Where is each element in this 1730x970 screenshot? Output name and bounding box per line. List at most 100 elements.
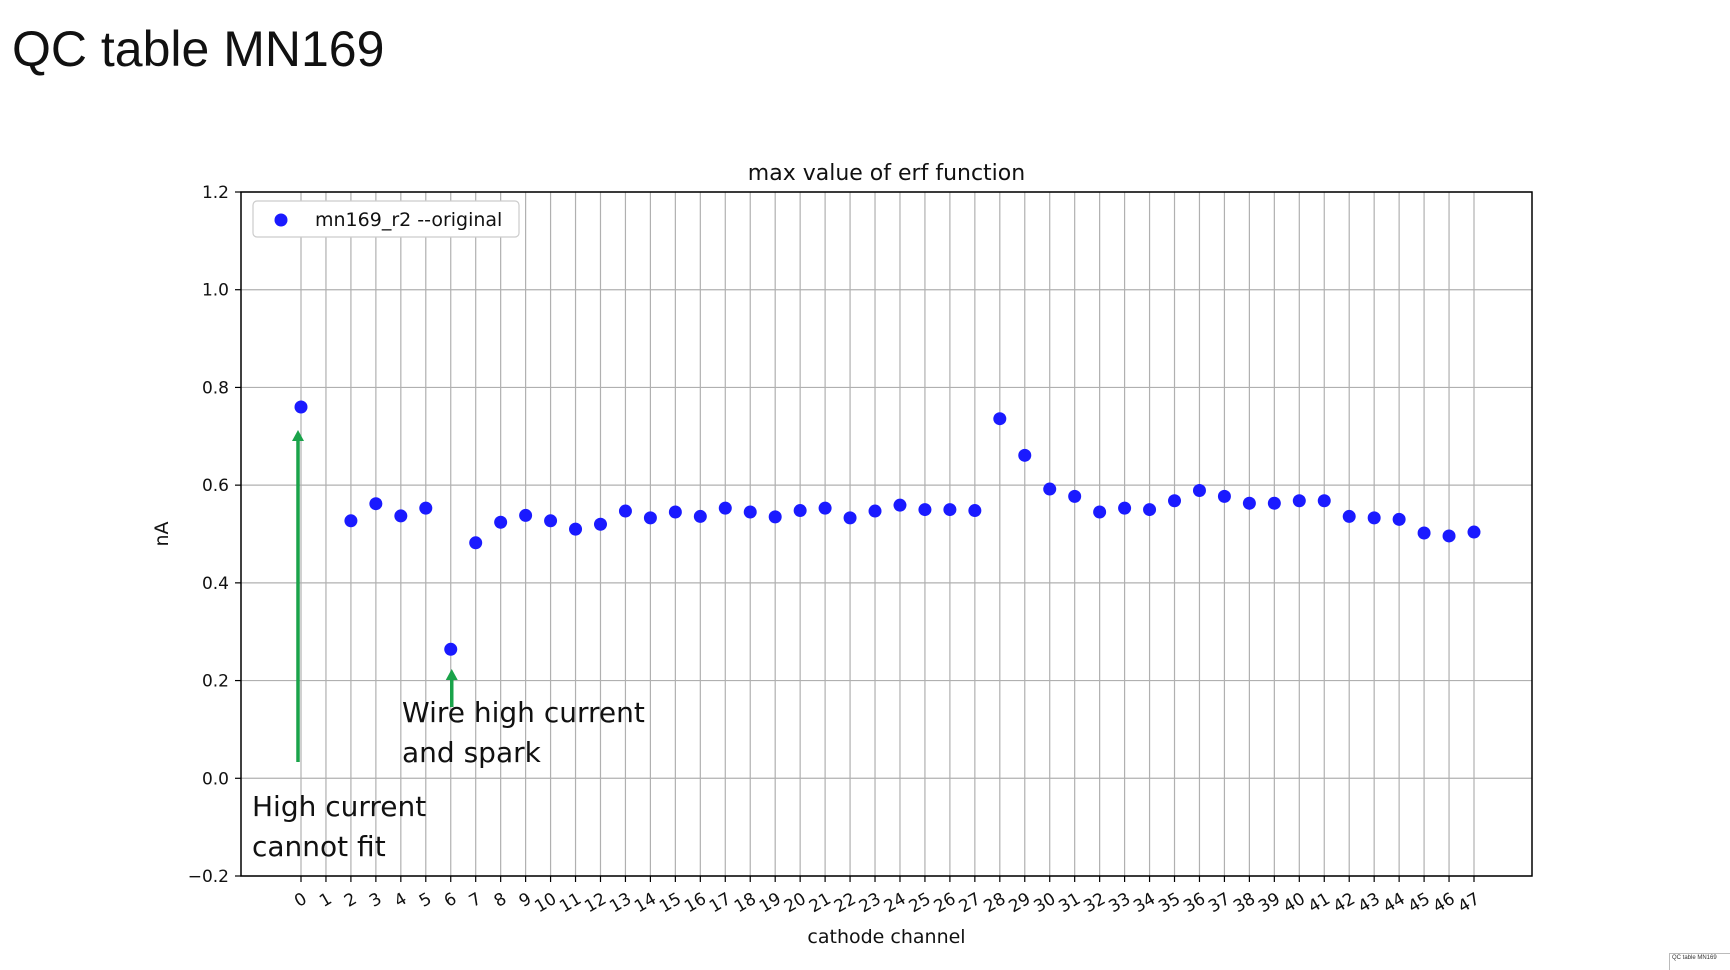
y-tick-label: 1.0: [202, 281, 229, 301]
x-tick-label: 14: [631, 889, 660, 917]
annotation-line: cannot fit: [252, 830, 386, 863]
data-point: [643, 511, 657, 525]
data-point: [918, 503, 932, 517]
data-point: [943, 503, 957, 517]
data-point: [394, 509, 408, 523]
data-point: [1367, 511, 1381, 525]
x-tick-label: 17: [706, 889, 735, 917]
x-tick-label: 28: [981, 889, 1010, 917]
data-point: [793, 504, 807, 518]
annotation-arrow-head: [292, 430, 304, 441]
x-tick-label: 45: [1405, 889, 1434, 917]
data-point: [544, 514, 558, 528]
x-tick-label: 8: [491, 889, 510, 912]
x-tick-label: 39: [1255, 889, 1284, 917]
annotation-line: High current: [252, 790, 427, 823]
data-point: [569, 522, 583, 536]
data-point: [1018, 448, 1032, 462]
data-point: [718, 501, 732, 515]
x-tick-label: 18: [731, 889, 760, 917]
data-point: [1392, 512, 1406, 526]
y-tick-label: −0.2: [188, 867, 229, 887]
data-point: [968, 504, 982, 518]
y-tick-label: 0.2: [202, 672, 229, 692]
y-tick-label: 0.4: [202, 574, 229, 594]
y-tick-label: 0.6: [202, 476, 229, 496]
y-axis-label: nA: [151, 521, 173, 546]
data-point: [868, 504, 882, 518]
x-tick-label: 24: [881, 889, 910, 917]
data-point: [1168, 494, 1182, 508]
data-point: [693, 509, 707, 523]
x-tick-label: 10: [531, 889, 560, 917]
x-tick-label: 3: [366, 889, 385, 912]
x-tick-label: 5: [416, 889, 435, 912]
x-tick-label: 12: [581, 889, 610, 917]
x-tick-label: 44: [1380, 889, 1409, 917]
data-point: [1342, 509, 1356, 523]
y-tick-label: 1.2: [202, 183, 229, 203]
data-point: [1467, 525, 1481, 539]
x-tick-label: 7: [466, 889, 485, 912]
annotation-high-current: High current cannot fit: [252, 787, 426, 867]
x-tick-label: 26: [931, 889, 960, 917]
data-point: [1442, 529, 1456, 543]
data-point: [893, 498, 907, 512]
x-tick-label: 15: [656, 889, 685, 917]
data-point: [818, 501, 832, 515]
data-point: [344, 514, 358, 528]
data-point: [1118, 501, 1132, 515]
legend-box: [252, 200, 520, 238]
x-tick-label: 16: [681, 889, 710, 917]
chart-title: max value of erf function: [748, 161, 1025, 186]
legend-marker: [274, 213, 288, 227]
x-tick-label: 21: [806, 889, 835, 917]
x-tick-label: 31: [1055, 889, 1084, 917]
data-point: [294, 400, 308, 414]
data-point: [444, 642, 458, 656]
data-point: [469, 536, 483, 550]
x-tick-label: 23: [856, 889, 885, 917]
x-tick-label: 27: [956, 889, 985, 917]
data-point: [1143, 503, 1157, 517]
data-point: [494, 515, 508, 529]
x-tick-label: 41: [1305, 889, 1334, 917]
data-point: [369, 497, 383, 511]
data-point: [419, 501, 433, 515]
x-tick-label: 25: [906, 889, 935, 917]
y-tick-label: 0.8: [202, 378, 229, 398]
data-point: [743, 505, 757, 519]
data-point: [1068, 489, 1082, 503]
data-point: [668, 505, 682, 519]
data-point: [993, 412, 1007, 426]
x-tick-label: 13: [606, 889, 635, 917]
x-tick-label: 22: [831, 889, 860, 917]
x-tick-label: 30: [1030, 889, 1059, 917]
data-point: [618, 504, 632, 518]
data-point: [1267, 496, 1281, 510]
x-tick-label: 19: [756, 889, 785, 917]
data-point: [1317, 494, 1331, 508]
slide-thumbnail[interactable]: QC table MN169: [1669, 953, 1730, 970]
x-tick-label: 4: [391, 889, 410, 912]
x-tick-label: 33: [1105, 889, 1134, 917]
x-tick-label: 2: [341, 889, 360, 912]
x-tick-label: 0: [291, 889, 310, 912]
data-point: [843, 511, 857, 525]
x-tick-label: 37: [1205, 889, 1234, 917]
annotation-wire-spark: Wire high current and spark: [402, 693, 645, 773]
x-tick-label: 1: [316, 889, 335, 912]
slide-title: QC table MN169: [12, 21, 385, 77]
data-point: [1217, 489, 1231, 503]
annotation-line: Wire high current: [402, 696, 645, 729]
x-tick-label: 35: [1155, 889, 1184, 917]
x-tick-label: 32: [1080, 889, 1109, 917]
data-point: [768, 510, 782, 524]
x-tick-label: 40: [1280, 889, 1309, 917]
x-tick-label: 38: [1230, 889, 1259, 917]
data-point: [1192, 484, 1206, 498]
x-tick-label: 43: [1355, 889, 1384, 917]
x-tick-label: 29: [1006, 889, 1035, 917]
x-tick-label: 47: [1455, 889, 1484, 917]
